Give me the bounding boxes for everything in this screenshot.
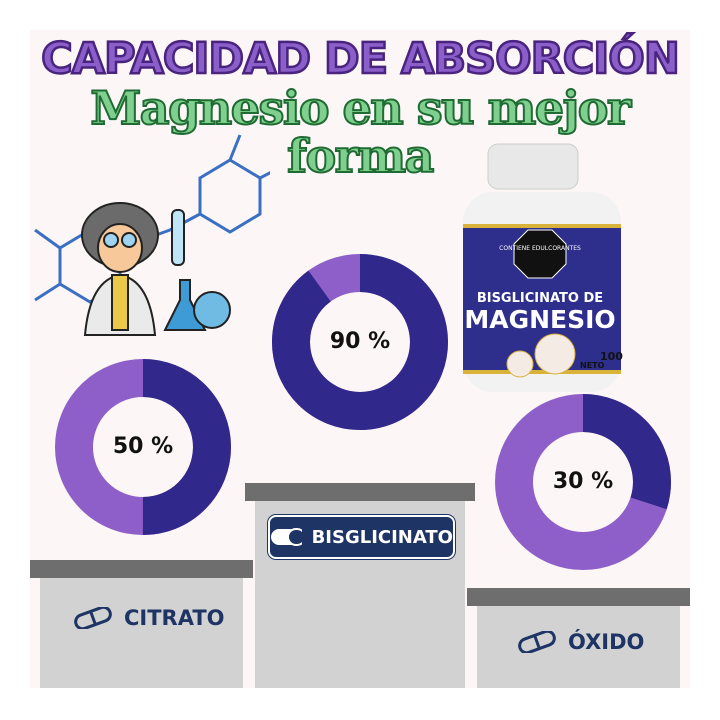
capsule-icon xyxy=(271,528,302,546)
donut-value-bisglicinato xyxy=(272,254,448,430)
product-bottle-image: CONTIENE EDULCORANTES BISGLICINATO DE MA… xyxy=(463,143,623,392)
donut-value-citrato xyxy=(55,359,231,535)
donut-label-bisglicinato: 90 % xyxy=(329,329,391,354)
podium-center-top xyxy=(245,483,475,501)
product-name-line2: MAGNESIO xyxy=(464,305,615,334)
page-title: CAPACIDAD DE ABSORCIÓN xyxy=(40,33,681,86)
molecule-illustration xyxy=(34,134,270,336)
label-text: ÓXIDO xyxy=(568,630,645,654)
label-oxido: ÓXIDO xyxy=(516,630,644,654)
page-subtitle: Magnesio en su mejor forma xyxy=(0,81,720,183)
label-text: BISGLICINATO xyxy=(311,526,453,548)
product-net-label: NETO xyxy=(580,361,605,370)
capsule-icon xyxy=(74,607,112,629)
label-bisglicinato: BISGLICINATO xyxy=(268,515,455,559)
podium-right xyxy=(477,606,680,688)
scientist-icon xyxy=(81,202,231,336)
product-net-count: 100 xyxy=(600,350,623,363)
label-citrato: CITRATO xyxy=(72,606,225,630)
product-name-line1: BISGLICINATO DE xyxy=(477,291,603,306)
donut-label-oxido: 30 % xyxy=(552,469,614,494)
product-badge: CONTIENE EDULCORANTES xyxy=(499,245,581,252)
podium-left-top xyxy=(30,560,253,578)
subtitle-text: Magnesio en su mejor forma xyxy=(89,81,632,183)
label-text: CITRATO xyxy=(124,606,225,630)
donut-label-citrato: 50 % xyxy=(112,434,174,459)
podium-left xyxy=(40,578,243,688)
capsule-icon xyxy=(518,631,556,653)
donut-value-óxido xyxy=(495,394,671,570)
podium-right-top xyxy=(467,588,690,606)
